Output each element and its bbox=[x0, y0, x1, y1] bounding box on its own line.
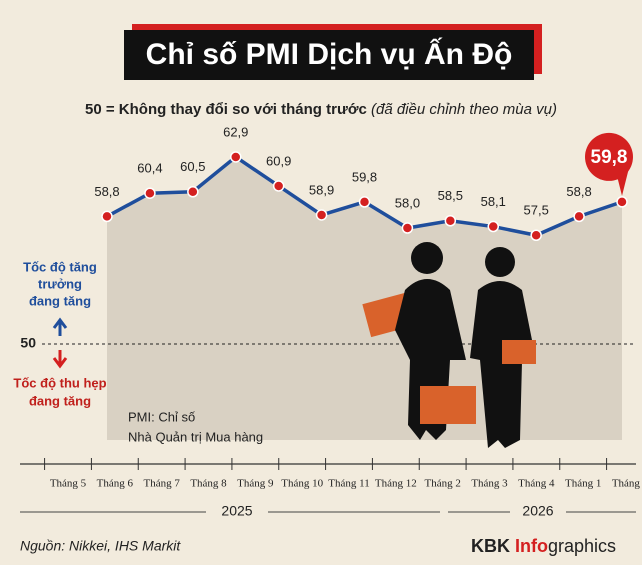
data-label: 58,0 bbox=[395, 195, 420, 210]
data-label: 58,1 bbox=[481, 194, 506, 209]
head bbox=[411, 242, 443, 274]
data-label: 58,9 bbox=[309, 182, 334, 197]
x-tick-label: Tháng 9 bbox=[237, 478, 274, 490]
x-tick-label: Tháng 7 bbox=[143, 478, 180, 490]
brand-part: KBK bbox=[471, 536, 515, 556]
annotation-up-1: Tốc độ tăng bbox=[23, 259, 97, 274]
data-label: 62,9 bbox=[223, 124, 248, 139]
point bbox=[530, 229, 542, 241]
businessmen-illustration bbox=[362, 242, 536, 448]
x-tick-label: Tháng 12 bbox=[375, 478, 417, 490]
source: Nguồn: Nikkei, IHS Markit bbox=[20, 538, 181, 554]
point bbox=[101, 210, 113, 223]
x-tick-label: Tháng 5 bbox=[50, 478, 87, 490]
title-box bbox=[124, 30, 534, 80]
data-label: 59,8 bbox=[591, 147, 628, 168]
arrow-down bbox=[52, 350, 68, 369]
x-tick-label: Tháng 10 bbox=[281, 478, 323, 490]
x-tick-label: Tháng 5 bbox=[612, 478, 642, 490]
point bbox=[144, 187, 156, 199]
x-tick-label: Tháng 3 bbox=[471, 478, 508, 490]
x-tick-label: Tháng 6 bbox=[97, 478, 134, 490]
data-label: 58,5 bbox=[438, 188, 463, 203]
brand: KBK Infographics bbox=[471, 536, 616, 556]
point bbox=[487, 220, 499, 233]
brand-part: Info bbox=[515, 536, 548, 556]
point bbox=[187, 186, 199, 198]
point bbox=[358, 196, 371, 208]
brand-part: graphics bbox=[548, 536, 616, 556]
body bbox=[395, 279, 466, 440]
body bbox=[470, 281, 536, 448]
subtitle-main: 50 = Không thay đổi so với tháng trước bbox=[85, 101, 367, 118]
subtitle-note: (đã điều chỉnh theo mùa vụ) bbox=[371, 101, 557, 118]
data-label: 58,8 bbox=[566, 184, 591, 199]
point bbox=[230, 151, 242, 163]
point bbox=[272, 180, 285, 192]
x-tick-label: Tháng 4 bbox=[518, 478, 555, 490]
x-tick-label: Tháng 11 bbox=[328, 478, 369, 490]
annotation-down-2: đang tăng bbox=[29, 393, 91, 408]
x-tick-label: Tháng 8 bbox=[190, 478, 227, 490]
annotation-down-1: Tốc độ thu hẹp bbox=[13, 375, 106, 390]
year-label: 2026 bbox=[522, 503, 553, 519]
data-label: 59,8 bbox=[352, 169, 377, 184]
y-tick-label: 50 bbox=[20, 335, 36, 351]
data-label: 60,4 bbox=[137, 161, 162, 176]
briefcase bbox=[420, 386, 476, 424]
data-label: 58,8 bbox=[94, 184, 119, 199]
arrow-up bbox=[52, 317, 68, 336]
callout bbox=[585, 132, 633, 181]
note-1: PMI: Chỉ số bbox=[128, 409, 195, 424]
x-tick-label: Tháng 1 bbox=[565, 478, 601, 490]
subtitle: 50 = Không thay đổi so với tháng trước (… bbox=[85, 101, 557, 118]
point bbox=[315, 209, 328, 221]
head bbox=[485, 247, 515, 277]
data-label: 57,5 bbox=[524, 203, 549, 218]
year-label: 2025 bbox=[221, 503, 252, 519]
chart-title: Chỉ số PMI Dịch vụ Ấn Độ bbox=[146, 37, 513, 71]
point bbox=[444, 215, 457, 227]
annotation-up-2: trưởng bbox=[38, 276, 82, 291]
annotation-up-3: đang tăng bbox=[29, 293, 91, 308]
point bbox=[401, 222, 414, 234]
folder bbox=[502, 340, 536, 364]
data-label: 60,9 bbox=[266, 153, 291, 168]
point bbox=[573, 210, 585, 223]
x-tick-label: Tháng 2 bbox=[424, 478, 460, 490]
point bbox=[616, 196, 628, 208]
note-2: Nhà Quản trị Mua hàng bbox=[128, 429, 263, 444]
data-label: 60,5 bbox=[180, 159, 205, 174]
